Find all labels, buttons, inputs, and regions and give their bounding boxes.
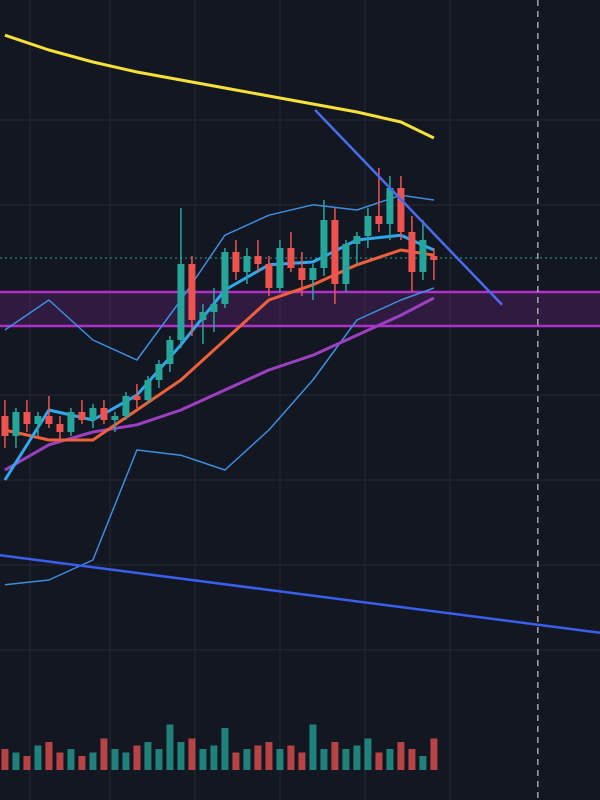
indicator-line xyxy=(4,296,435,472)
candle-body xyxy=(364,216,372,236)
candle-body xyxy=(287,248,295,268)
candle-body xyxy=(188,264,196,320)
indicator-line xyxy=(4,287,435,586)
volume-bar xyxy=(287,745,295,770)
volume-bar xyxy=(430,738,438,770)
volume-bar xyxy=(144,742,152,770)
candle-body xyxy=(23,412,31,424)
volume-bar xyxy=(23,756,31,770)
volume-bar xyxy=(177,742,185,770)
candle-body xyxy=(199,312,207,320)
candle-body xyxy=(122,396,130,416)
volume-bar xyxy=(342,749,350,770)
candle-body xyxy=(133,396,141,400)
candle-body xyxy=(45,416,53,424)
candle-body xyxy=(100,408,108,420)
candle-body xyxy=(397,188,405,232)
candle-body xyxy=(408,232,416,272)
candle-body xyxy=(265,264,273,288)
volume-bar xyxy=(232,752,240,770)
volume-bar xyxy=(331,742,339,770)
volume-bar xyxy=(397,742,405,770)
volume-bar xyxy=(111,749,119,770)
candle-body xyxy=(320,220,328,268)
volume-bar xyxy=(56,752,64,770)
volume-bar xyxy=(155,749,163,770)
candle-body xyxy=(342,244,350,284)
volume-bar xyxy=(375,752,383,770)
volume-bar xyxy=(254,745,262,770)
volume-bar xyxy=(199,749,207,770)
candle-body xyxy=(232,252,240,272)
candle-body xyxy=(430,256,438,260)
volume-bar xyxy=(353,745,361,770)
volume-bar xyxy=(298,752,306,770)
candle-body xyxy=(210,304,218,312)
volume-bar xyxy=(67,749,75,770)
candle-body xyxy=(1,416,9,436)
candle-body xyxy=(56,424,64,432)
candle-body xyxy=(89,408,97,420)
candle-body xyxy=(177,264,185,340)
volume-bar xyxy=(210,745,218,770)
volume-bar xyxy=(78,756,86,770)
volume-bar xyxy=(89,752,97,770)
volume-bar xyxy=(419,756,427,770)
candle-body xyxy=(78,412,86,420)
zone xyxy=(0,292,600,326)
candle-body xyxy=(34,416,42,424)
volume-bar xyxy=(221,728,229,770)
volume-bar xyxy=(243,749,251,770)
volume-bar xyxy=(408,749,416,770)
volume-bar xyxy=(320,749,328,770)
candle-body xyxy=(298,268,306,280)
indicator-line xyxy=(4,194,435,361)
candle-body xyxy=(166,340,174,364)
candle-body xyxy=(309,268,317,280)
candle-body xyxy=(254,256,262,264)
candle-body xyxy=(144,380,152,400)
volume-bar xyxy=(1,749,9,770)
volume-bar xyxy=(166,724,174,770)
volume-bar xyxy=(122,752,130,770)
volume-bar xyxy=(386,749,394,770)
candle-body xyxy=(419,240,427,272)
candle-body xyxy=(155,364,163,380)
volume-bar xyxy=(265,742,273,770)
candle-body xyxy=(243,256,251,272)
volume-bar xyxy=(100,738,108,770)
volume-bar xyxy=(133,745,141,770)
volume-bar xyxy=(12,752,20,770)
trend-line xyxy=(0,553,600,635)
indicator-line xyxy=(4,33,435,140)
candle-body xyxy=(353,236,361,244)
volume-bar xyxy=(309,724,317,770)
candle-body xyxy=(12,412,20,436)
candle-body xyxy=(386,188,394,224)
candle-body xyxy=(111,416,119,420)
candle-body xyxy=(276,248,284,288)
trend-line xyxy=(314,109,504,306)
volume-bar xyxy=(364,738,372,770)
volume-bar xyxy=(34,745,42,770)
indicator-line xyxy=(4,248,435,442)
candle-body xyxy=(331,220,339,284)
candle-body xyxy=(221,252,229,304)
volume-bar xyxy=(276,749,284,770)
volume-bar xyxy=(45,742,53,770)
candle-body xyxy=(67,412,75,432)
volume-bar xyxy=(188,738,196,770)
candle-body xyxy=(375,216,383,224)
